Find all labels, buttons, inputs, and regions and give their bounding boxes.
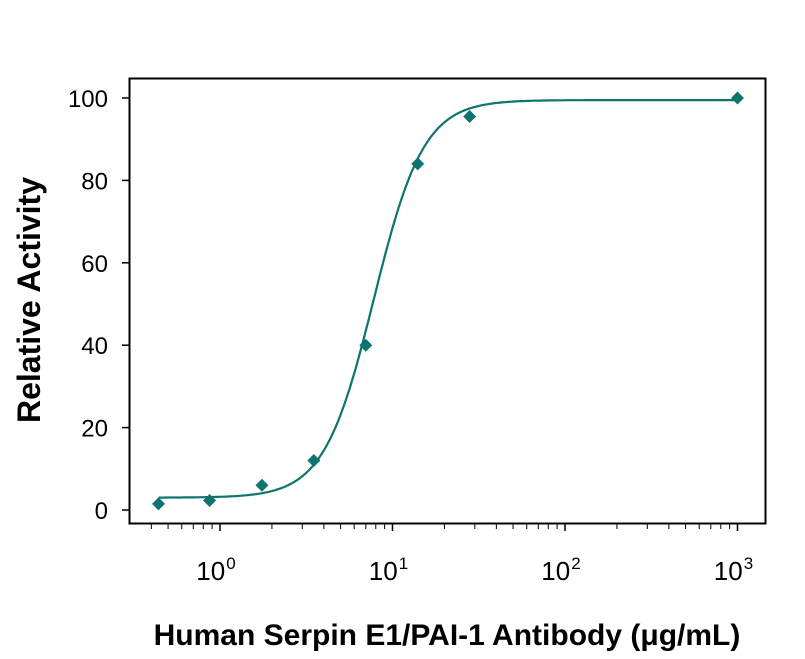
fit-curve — [158, 99, 738, 499]
y-tick-label: 100 — [68, 86, 108, 113]
data-point-diamond — [203, 494, 217, 508]
data-point-diamond — [255, 478, 269, 492]
data-point-diamond — [359, 338, 373, 352]
data-point-diamond — [731, 91, 744, 105]
data-point-diamond — [411, 157, 425, 171]
y-tick-label: 60 — [81, 251, 108, 278]
y-axis-title: Relative Activity — [11, 177, 47, 423]
x-tick-label: 103 — [714, 554, 753, 586]
y-axis: 0 20 40 60 80 100 — [68, 86, 129, 525]
plot-frame — [128, 77, 767, 525]
data-point-diamond — [151, 497, 165, 511]
data-markers — [151, 91, 744, 511]
y-tick-label: 0 — [95, 498, 108, 525]
x-axis: 100 101 102 103 — [150, 523, 753, 586]
data-point-diamond — [307, 454, 321, 468]
x-axis-title: Human Serpin E1/PAI-1 Antibody (μg/mL) — [154, 619, 741, 652]
y-tick-label: 80 — [81, 168, 108, 195]
y-tick-label: 40 — [81, 333, 108, 360]
x-tick-label: 100 — [196, 554, 235, 586]
x-tick-label: 101 — [369, 554, 408, 586]
y-tick-label: 20 — [81, 416, 108, 443]
data-point-diamond — [463, 110, 477, 124]
x-tick-label: 102 — [541, 554, 580, 586]
